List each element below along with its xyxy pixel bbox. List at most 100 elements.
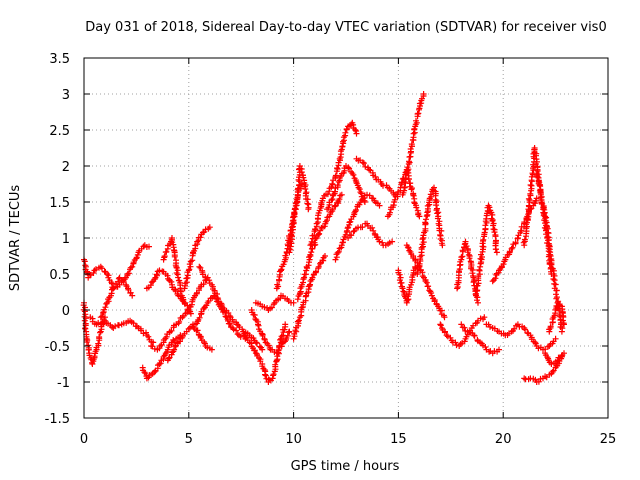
data-point xyxy=(112,323,119,330)
data-point xyxy=(360,160,367,167)
data-point xyxy=(542,213,549,220)
data-point xyxy=(509,244,516,251)
data-point xyxy=(348,232,355,239)
data-point xyxy=(256,343,263,350)
data-point xyxy=(308,238,315,245)
data-point xyxy=(111,284,117,291)
data-point xyxy=(185,325,192,332)
data-point xyxy=(294,296,301,303)
data-point xyxy=(196,314,203,321)
y-tick-label: 0.5 xyxy=(49,268,70,283)
data-point xyxy=(369,224,376,231)
data-point xyxy=(493,246,499,253)
data-point xyxy=(251,347,258,354)
data-point xyxy=(491,229,498,236)
data-point xyxy=(434,210,441,217)
data-point xyxy=(521,375,528,382)
data-point xyxy=(547,323,554,330)
data-point xyxy=(443,332,450,339)
data-point xyxy=(376,202,383,209)
data-point xyxy=(102,304,109,311)
data-point xyxy=(535,180,542,187)
data-point xyxy=(110,285,117,292)
data-point xyxy=(508,245,515,252)
data-point xyxy=(364,191,370,198)
data-point xyxy=(284,332,291,339)
data-point xyxy=(278,266,285,273)
data-point xyxy=(352,126,359,133)
data-point xyxy=(150,339,157,346)
data-point xyxy=(403,171,409,178)
data-point xyxy=(512,239,519,246)
data-point xyxy=(304,200,311,207)
y-axis-ticks: -1.5 -1 -0.5 0 0.5 1 1.5 2 2.5 3 3.5 xyxy=(45,52,608,427)
data-point xyxy=(181,299,188,306)
data-point xyxy=(558,328,565,335)
data-point xyxy=(206,277,213,284)
data-point xyxy=(325,204,332,211)
data-point xyxy=(489,211,496,218)
data-point xyxy=(423,216,429,223)
data-point xyxy=(476,266,483,273)
data-point xyxy=(298,169,305,176)
data-point xyxy=(458,254,465,261)
data-point xyxy=(475,299,481,306)
data-point xyxy=(261,336,268,343)
data-point xyxy=(408,141,415,148)
data-point xyxy=(315,263,322,270)
y-tick-label: 3.5 xyxy=(49,52,70,67)
y-tick-label: 0 xyxy=(62,304,70,319)
data-point xyxy=(316,230,323,237)
data-point xyxy=(387,209,393,216)
data-point xyxy=(251,312,258,318)
data-point xyxy=(335,248,342,255)
data-point xyxy=(334,182,341,189)
data-point xyxy=(293,196,300,203)
data-point xyxy=(331,203,338,210)
data-point xyxy=(290,299,297,306)
data-point xyxy=(372,173,379,180)
data-point xyxy=(420,232,427,239)
x-tick-label: 10 xyxy=(285,432,302,447)
data-point xyxy=(115,278,121,285)
data-point xyxy=(286,328,293,335)
data-point xyxy=(156,361,163,367)
data-point xyxy=(525,202,532,209)
data-point xyxy=(254,340,260,347)
data-point xyxy=(175,274,182,281)
data-point xyxy=(233,327,240,334)
data-point xyxy=(227,320,233,327)
data-point xyxy=(156,267,163,274)
data-point xyxy=(547,253,554,259)
data-point xyxy=(82,325,89,332)
data-point xyxy=(419,236,426,243)
data-point xyxy=(311,239,318,246)
x-tick-label: 25 xyxy=(600,432,617,447)
data-point xyxy=(413,204,420,211)
data-point xyxy=(461,324,468,331)
data-point xyxy=(527,190,534,197)
data-point xyxy=(487,323,493,330)
data-point xyxy=(206,224,213,231)
data-point xyxy=(274,281,281,288)
data-point xyxy=(329,180,336,187)
data-point xyxy=(153,271,160,278)
data-point xyxy=(196,263,203,270)
data-point xyxy=(313,268,319,275)
data-point xyxy=(147,282,154,289)
y-tick-label: 3 xyxy=(62,88,70,103)
data-point xyxy=(252,350,259,357)
x-tick-label: 20 xyxy=(495,432,512,447)
data-point xyxy=(252,339,259,346)
data-points xyxy=(80,91,567,385)
data-point xyxy=(330,191,337,198)
data-point xyxy=(412,263,419,270)
data-point xyxy=(171,346,178,353)
data-point xyxy=(125,270,132,277)
data-point xyxy=(527,182,534,188)
data-point xyxy=(422,219,429,226)
data-point xyxy=(129,263,136,270)
data-point xyxy=(197,234,204,241)
data-point xyxy=(480,236,487,243)
data-point xyxy=(399,285,406,292)
